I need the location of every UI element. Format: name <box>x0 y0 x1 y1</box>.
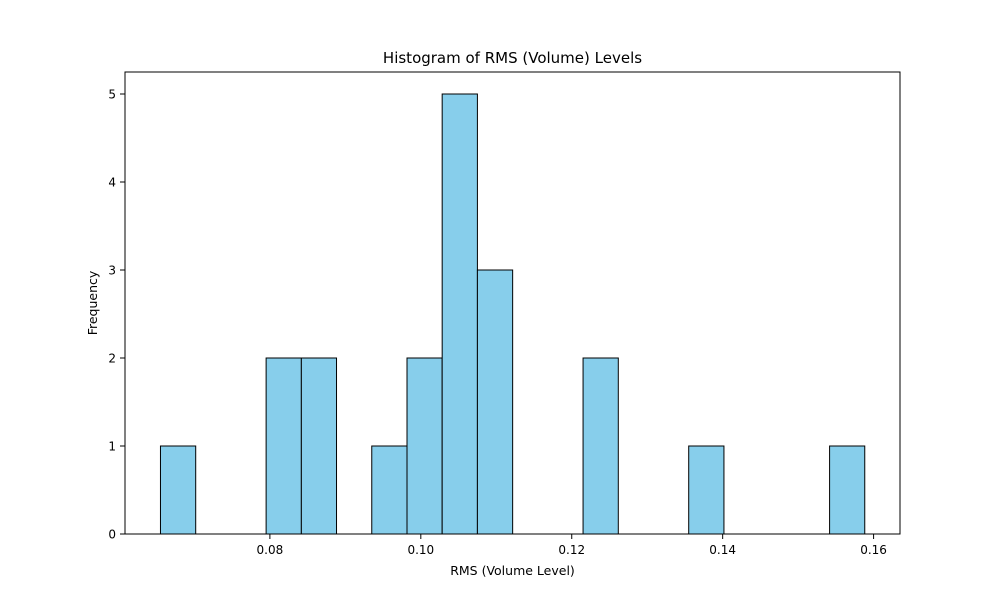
histogram-bar <box>476 269 514 535</box>
x-tick-label: 0.08 <box>257 543 284 557</box>
histogram-bar <box>159 445 197 535</box>
x-tick-label: 0.10 <box>407 543 434 557</box>
y-tick-label: 5 <box>108 88 116 102</box>
x-axis-ticks: 0.08 0.10 0.12 0.14 0.16 <box>257 534 887 557</box>
x-tick-label: 0.14 <box>709 543 736 557</box>
y-tick-label: 0 <box>108 528 116 542</box>
x-axis-label: RMS (Volume Level) <box>450 563 575 578</box>
histogram-bar <box>582 357 619 535</box>
y-axis-ticks: 0 1 2 3 4 5 <box>108 88 125 542</box>
histogram-bar <box>688 445 725 535</box>
histogram-bar <box>371 445 408 535</box>
y-tick-label: 1 <box>108 440 116 454</box>
histogram-bar <box>265 357 302 535</box>
y-axis-label: Frequency <box>85 270 100 335</box>
histogram-bar <box>300 357 338 535</box>
plot-frame <box>124 71 901 535</box>
y-tick-label: 2 <box>108 352 116 366</box>
histogram-bar <box>829 445 866 535</box>
x-tick-label: 0.16 <box>860 543 887 557</box>
y-tick-label: 3 <box>108 264 116 278</box>
chart-title: Histogram of RMS (Volume) Levels <box>383 49 642 67</box>
bars-group <box>159 93 866 535</box>
histogram-bar <box>441 93 478 535</box>
y-tick-label: 4 <box>108 176 116 190</box>
x-tick-label: 0.12 <box>558 543 585 557</box>
histogram-bar <box>406 357 443 535</box>
